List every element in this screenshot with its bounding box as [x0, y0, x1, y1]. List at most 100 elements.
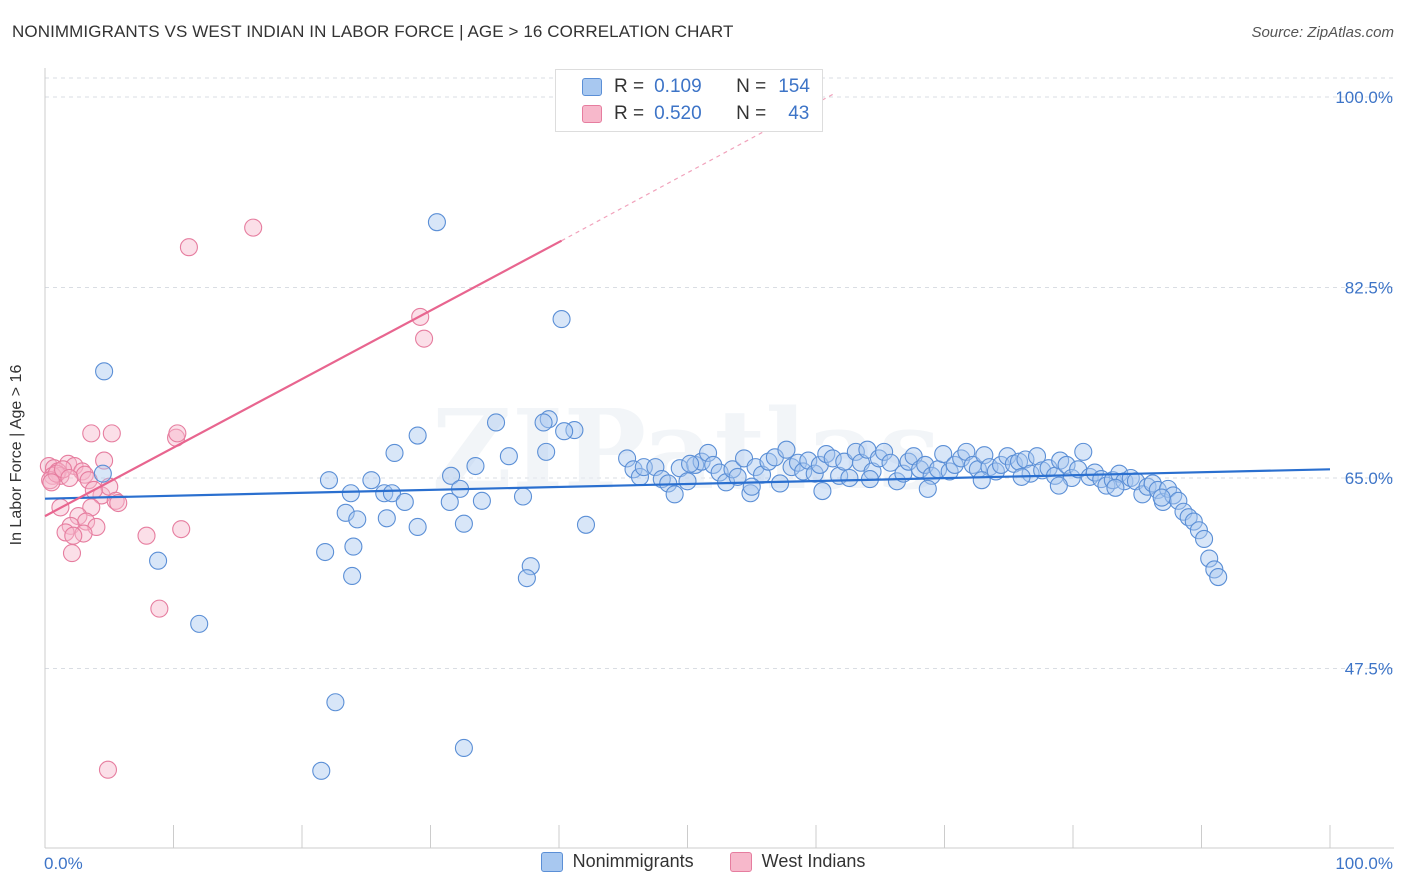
- legend-stats: R = 0.109 N = 154 R = 0.520 N = 43: [555, 69, 823, 132]
- nonimmigrants-point: [408, 426, 427, 445]
- n-label: N =: [736, 76, 767, 97]
- nonimmigrants-point: [517, 569, 536, 588]
- x-tick-labels: 0.0% 100.0%: [44, 854, 1393, 873]
- west-indians-point: [150, 599, 169, 618]
- nonimmigrants-point: [1184, 512, 1203, 531]
- legend-label: West Indians: [761, 851, 866, 871]
- nonimmigrants-point: [1027, 447, 1047, 466]
- west-indians-swatch: [582, 105, 602, 123]
- west-indians-trend-line: [44, 239, 563, 518]
- x-tick-label: 100.0%: [1335, 854, 1393, 873]
- nonimmigrants-point: [1200, 549, 1219, 568]
- nonimmigrants-point: [681, 454, 700, 473]
- n-value: 43: [788, 103, 810, 124]
- y-tick-labels: 47.5% 65.0% 82.5% 100.0%: [1335, 88, 1393, 679]
- nonimmigrants-point: [454, 738, 473, 758]
- nonimmigrants-point: [887, 472, 907, 491]
- nonimmigrants-point: [823, 449, 842, 468]
- west-indians-points: [39, 218, 434, 779]
- nonimmigrants-point: [875, 442, 894, 461]
- nonimmigrants-point: [486, 413, 506, 432]
- nonimmigrants-point: [972, 471, 991, 490]
- nonimmigrants-point: [742, 477, 761, 496]
- n-value: 154: [778, 76, 810, 97]
- west-indians-point: [172, 520, 191, 539]
- west-indians-point: [95, 451, 114, 470]
- nonimmigrants-point: [442, 466, 461, 485]
- nonimmigrants-point: [377, 509, 396, 528]
- nonimmigrants-point: [770, 474, 790, 493]
- nonimmigrants-point: [343, 566, 362, 586]
- nonimmigrants-point: [395, 492, 414, 511]
- nonimmigrants-point: [665, 485, 684, 504]
- nonimmigrants-point: [555, 422, 574, 441]
- nonimmigrants-swatch: [582, 78, 602, 96]
- nonimmigrants-point: [998, 447, 1017, 466]
- west-indians-point: [64, 526, 83, 545]
- nonimmigrants-point: [975, 446, 994, 465]
- west-indians-point: [137, 526, 156, 545]
- legend-item-west-indians[interactable]: West Indians: [729, 851, 866, 872]
- nonimmigrants-point: [344, 537, 363, 556]
- west-indians-swatch: [729, 851, 752, 872]
- nonimmigrants-point: [1189, 521, 1208, 540]
- nonimmigrants-point: [466, 456, 485, 476]
- nonimmigrants-point: [918, 479, 937, 498]
- nonimmigrants-point: [348, 510, 367, 529]
- west-indians-point: [82, 498, 101, 517]
- nonimmigrants-point: [799, 451, 818, 470]
- west-indians-point: [98, 760, 118, 779]
- grid-lines: [45, 77, 1394, 669]
- legend-row-west-indians: R = 0.520 N = 43: [556, 101, 809, 127]
- nonimmigrants-trend-line: [44, 468, 1331, 500]
- nonimmigrants-point: [1138, 477, 1157, 496]
- nonimmigrants-point: [618, 449, 637, 468]
- legend-row-nonimmigrants: R = 0.109 N = 154: [556, 74, 810, 100]
- nonimmigrants-point: [312, 761, 331, 780]
- west-indians-point: [168, 424, 187, 443]
- nonimmigrants-point: [319, 471, 339, 490]
- nonimmigrants-point: [1164, 486, 1183, 505]
- west-indians-point: [179, 238, 198, 257]
- nonimmigrants-point: [1152, 488, 1171, 507]
- nonimmigrants-point: [699, 443, 718, 463]
- nonimmigrants-point: [881, 453, 900, 472]
- nonimmigrants-point: [316, 542, 335, 562]
- nonimmigrants-point: [472, 491, 491, 510]
- r-label: R =: [614, 76, 645, 97]
- west-indians-point: [102, 424, 121, 443]
- nonimmigrants-point: [521, 557, 540, 576]
- nonimmigrants-point: [326, 693, 345, 712]
- nonimmigrants-point: [440, 492, 459, 511]
- nonimmigrants-point: [95, 362, 114, 381]
- nonimmigrants-point: [499, 447, 518, 466]
- nonimmigrants-point: [454, 514, 473, 533]
- nonimmigrants-point: [1074, 442, 1093, 461]
- nonimmigrants-point: [957, 442, 976, 461]
- nonimmigrants-point: [513, 487, 533, 506]
- x-tick-label: 0.0%: [44, 854, 83, 873]
- nonimmigrants-point: [382, 484, 402, 503]
- west-indians-point: [244, 218, 263, 237]
- nonimmigrants-point: [728, 467, 747, 486]
- nonimmigrants-point: [840, 468, 859, 488]
- nonimmigrants-point: [813, 482, 832, 501]
- nonimmigrants-point: [336, 503, 355, 522]
- nonimmigrants-point: [1209, 568, 1228, 587]
- nonimmigrants-point: [427, 213, 446, 232]
- nonimmigrants-point: [375, 484, 394, 503]
- nonimmigrants-point: [362, 471, 381, 490]
- west-indians-point: [82, 424, 101, 443]
- west-indians-point: [62, 544, 82, 563]
- west-indians-point: [109, 493, 128, 513]
- nonimmigrants-point: [846, 442, 865, 461]
- nonimmigrants-point: [385, 443, 404, 463]
- nonimmigrants-point: [794, 462, 813, 481]
- nonimmigrants-point: [552, 310, 571, 329]
- nonimmigrants-point: [190, 614, 209, 633]
- nonimmigrants-point: [741, 484, 760, 503]
- nonimmigrants-point: [1085, 463, 1104, 482]
- nonimmigrants-point: [777, 440, 796, 459]
- nonimmigrants-point: [945, 455, 964, 474]
- legend-item-nonimmigrants[interactable]: Nonimmigrants: [540, 851, 694, 872]
